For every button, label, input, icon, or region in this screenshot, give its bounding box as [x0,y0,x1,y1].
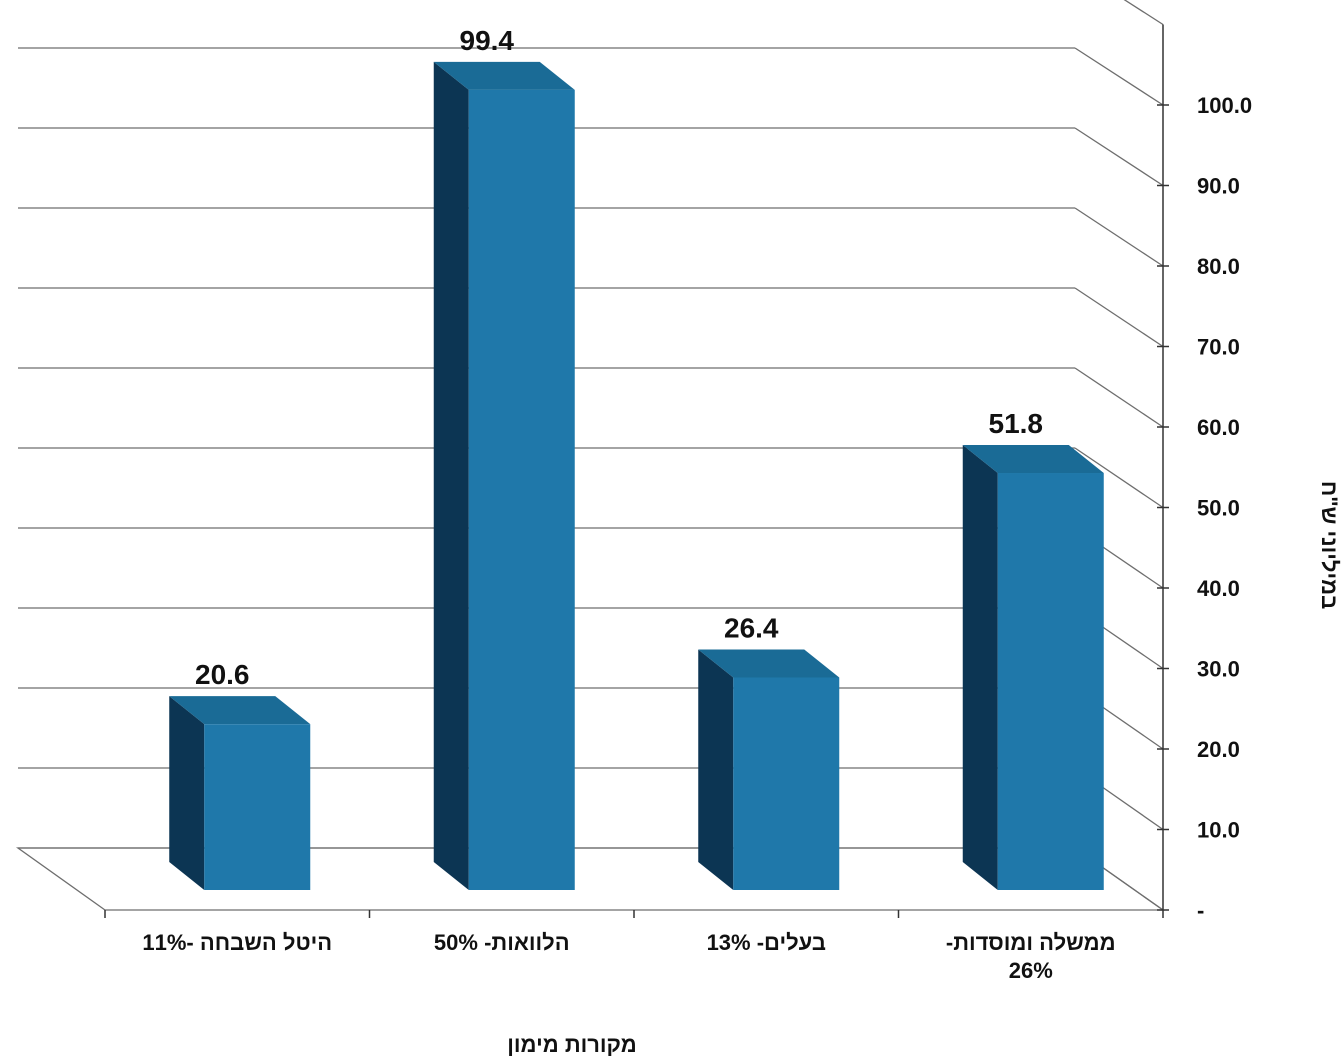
bar-front [204,724,311,890]
bar [169,696,311,890]
bar-top [962,445,1104,474]
y-tick-label: 80.0 [1197,254,1240,279]
y-tick-label: 20.0 [1197,737,1240,762]
y-tick-label: 50.0 [1197,496,1240,521]
gridline-side [1123,0,1164,26]
bar-side [169,696,205,890]
data-label: 26.4 [724,612,779,643]
bar-side [433,61,469,890]
gridline-side [1074,367,1164,428]
y-tick-label: 10.0 [1197,818,1240,843]
bar [433,61,575,890]
bar-side [962,445,998,890]
bar-side [698,649,734,890]
gridline-side [1074,447,1164,509]
value-axis: - 10.0 20.0 30.0 40.0 50.0 60.0 70.0 80.0 90.0 100… [104,24,1252,923]
gridline-side [1074,207,1164,267]
gridline-side [1074,47,1164,106]
bars [169,61,1104,890]
bar-front [997,473,1104,890]
y-tick-label: 70.0 [1197,335,1240,360]
labels: 20.6 היטל השבחה -11% 99.4 הלוואות- 50% 26.4 ב… [142,25,1115,983]
data-label: 51.8 [989,408,1044,439]
gridline-side [1074,287,1164,348]
y-tick-label: 40.0 [1197,576,1240,601]
bar [698,649,840,890]
y-tick-label: 90.0 [1197,174,1240,199]
bar-front [733,677,840,890]
gridline-side [1074,127,1164,187]
y-axis-title: במיליוני ש"ח [1317,481,1342,609]
y-tick-label: 60.0 [1197,415,1240,440]
bar-top [433,61,575,90]
bar-top [169,696,311,725]
category-label: ממשלה ומוסדות- [946,930,1116,955]
category-label: 26% [1009,958,1053,983]
bar-front [468,89,575,890]
category-label: הלוואות- 50% [434,930,570,955]
y-tick-label: - [1197,898,1204,923]
y-tick-label: 30.0 [1197,657,1240,682]
data-label: 20.6 [195,659,250,690]
category-label: בעלים- 13% [707,930,826,955]
category-label: היטל השבחה -11% [142,930,332,955]
x-axis-title: מקורות מימון [507,1032,636,1057]
data-label: 99.4 [460,25,515,56]
y-tick-label: 100.0 [1197,93,1252,118]
bar-top [698,649,840,678]
bar [962,445,1104,890]
